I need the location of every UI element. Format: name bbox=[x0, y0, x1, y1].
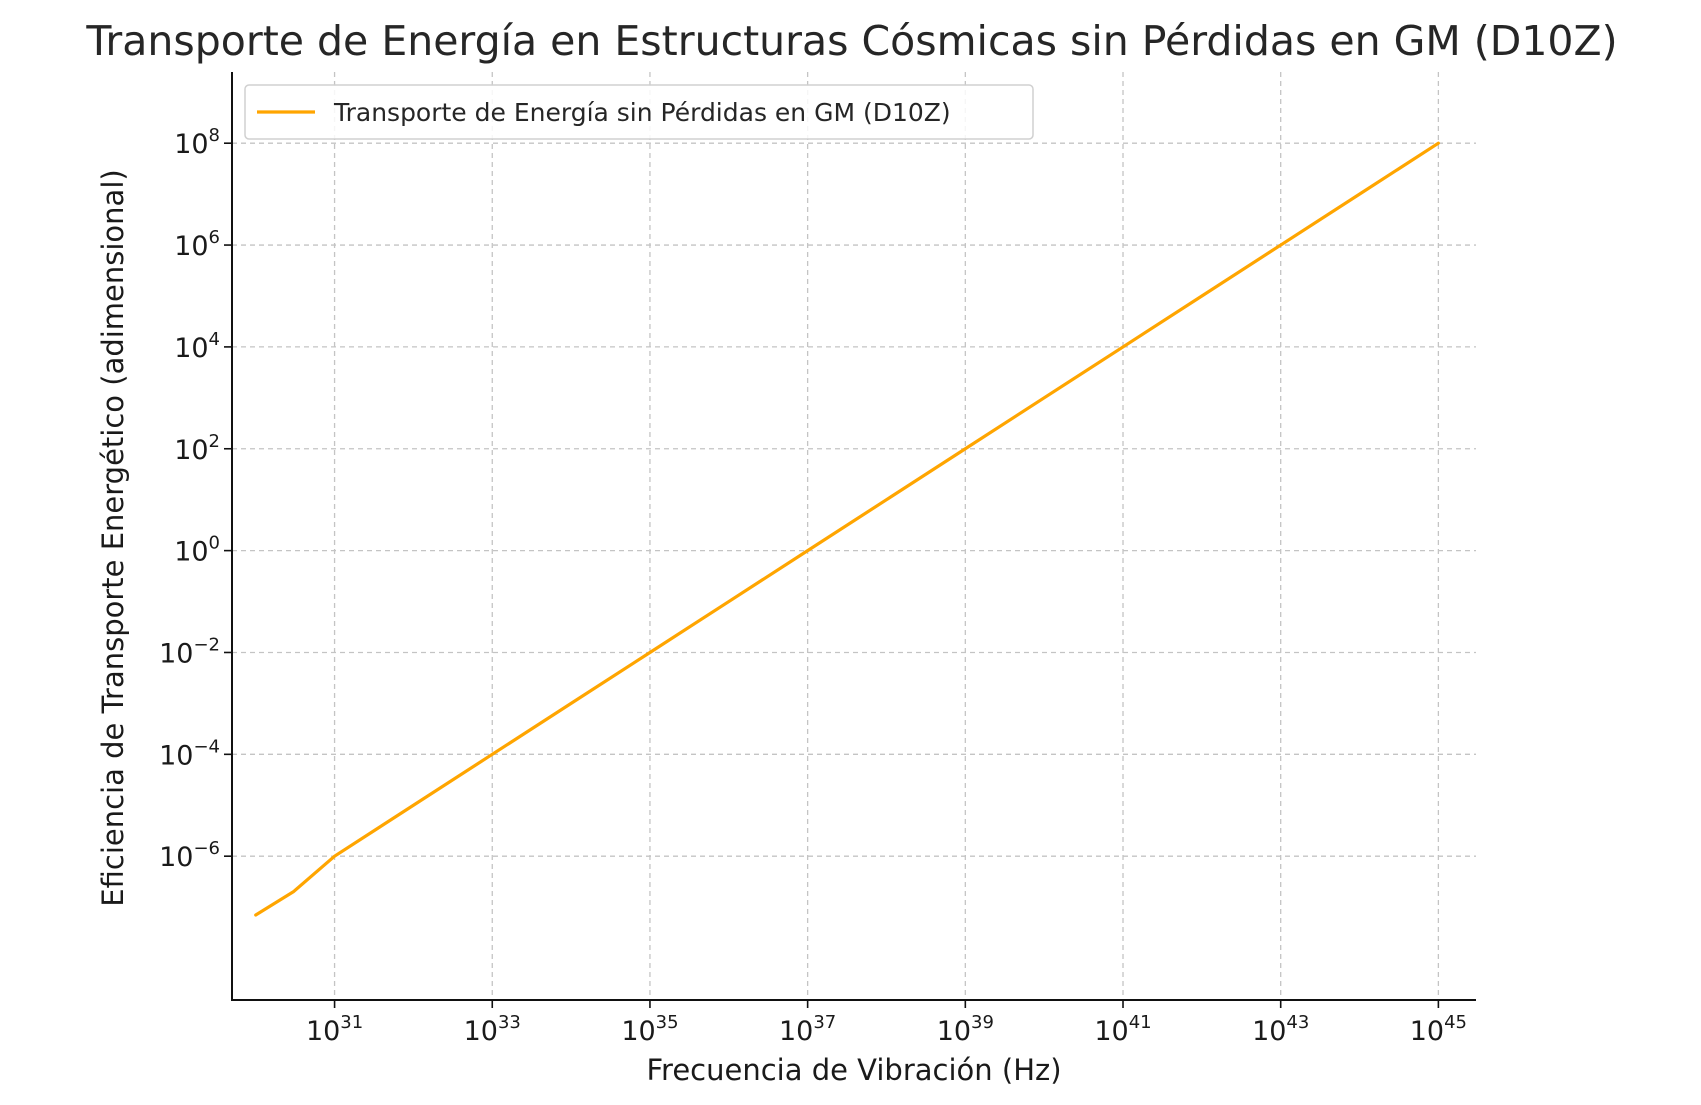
y-tick-label: 10−6 bbox=[159, 838, 220, 873]
y-tick-label: 104 bbox=[174, 329, 220, 364]
x-axis-label: Frecuencia de Vibración (Hz) bbox=[646, 1053, 1061, 1087]
x-tick-label: 1039 bbox=[937, 1012, 994, 1047]
legend: Transporte de Energía sin Pérdidas en GM… bbox=[244, 84, 1034, 140]
x-axis-ticks: 1031 1033 1035 1037 1039 1041 1043 1045 bbox=[306, 1000, 1467, 1047]
y-axis-label: Eficiencia de Transporte Energético (adi… bbox=[96, 169, 130, 906]
legend-entry: Transporte de Energía sin Pérdidas en GM… bbox=[333, 98, 951, 127]
grid bbox=[232, 72, 1476, 1000]
y-tick-label: 106 bbox=[174, 227, 220, 262]
chart-title: Transporte de Energía en Estructuras Cós… bbox=[85, 17, 1617, 65]
series-layer bbox=[254, 141, 1440, 917]
y-tick-label: 102 bbox=[174, 431, 220, 466]
legend-frame bbox=[244, 84, 1034, 140]
y-tick-label: 10−2 bbox=[159, 634, 220, 669]
x-tick-label: 1031 bbox=[306, 1012, 363, 1047]
axes bbox=[231, 72, 1476, 1001]
y-axis-ticks: 10−6 10−4 10−2 100 102 104 106 108 bbox=[159, 125, 232, 873]
x-tick-label: 1043 bbox=[1252, 1012, 1309, 1047]
y-tick-label: 108 bbox=[174, 125, 220, 160]
x-tick-label: 1037 bbox=[779, 1012, 836, 1047]
x-tick-label: 1045 bbox=[1410, 1012, 1467, 1047]
x-tick-label: 1033 bbox=[464, 1012, 521, 1047]
x-tick-label: 1041 bbox=[1094, 1012, 1151, 1047]
y-tick-label: 10−4 bbox=[159, 736, 220, 771]
y-tick-label: 100 bbox=[174, 533, 220, 568]
series-line bbox=[254, 141, 1440, 917]
x-tick-label: 1035 bbox=[621, 1012, 678, 1047]
